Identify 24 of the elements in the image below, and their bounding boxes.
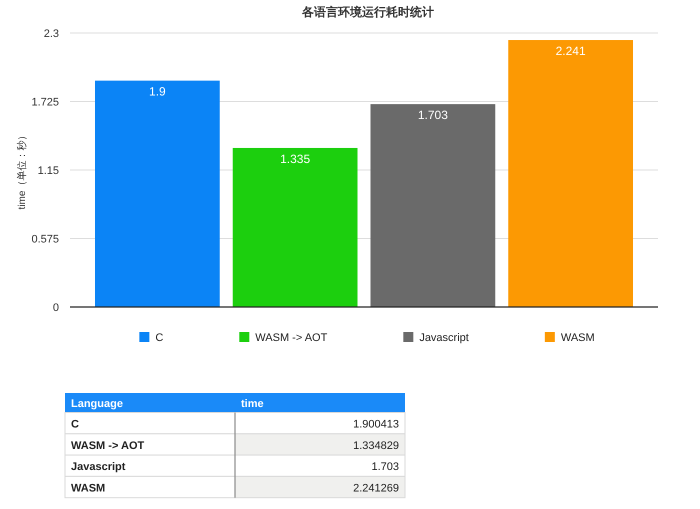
data-label: 1.900413 <box>353 418 399 430</box>
data-label: 1.9 <box>149 84 166 99</box>
category-label: Javascript <box>71 461 126 474</box>
data-label: 2.241269 <box>353 482 399 494</box>
legend-label: Javascript <box>419 332 469 344</box>
data-label: 1.703 <box>371 461 399 474</box>
y-tick-label: 0.575 <box>31 234 59 246</box>
data-label: 2.241 <box>556 44 586 58</box>
legend-label: WASM <box>560 332 595 344</box>
category-label: WASM -> AOT <box>71 440 145 452</box>
data-label: 1.703 <box>418 108 448 122</box>
y-tick-label: 1.15 <box>38 165 59 177</box>
data-label: 1.335 <box>280 152 310 166</box>
y-tick-label: 1.725 <box>31 96 59 108</box>
category-label: C <box>71 418 79 430</box>
y-tick-label: 2.3 <box>44 28 59 40</box>
category-label: WASM <box>71 482 106 494</box>
ylabel: time（单位：秒） <box>17 130 28 210</box>
data-label: 1.334829 <box>353 440 399 452</box>
legend-label: WASM -> AOT <box>255 332 328 344</box>
title: 各语言环境运行耗时统计 <box>302 5 434 19</box>
table: Language time C 1.900413 WASM -> AOT 1.334829 Javascript 1.703 WASM 2.241269 <box>64 393 406 498</box>
legend-label: C <box>155 332 164 344</box>
y-tick-label: 0 <box>52 302 59 314</box>
